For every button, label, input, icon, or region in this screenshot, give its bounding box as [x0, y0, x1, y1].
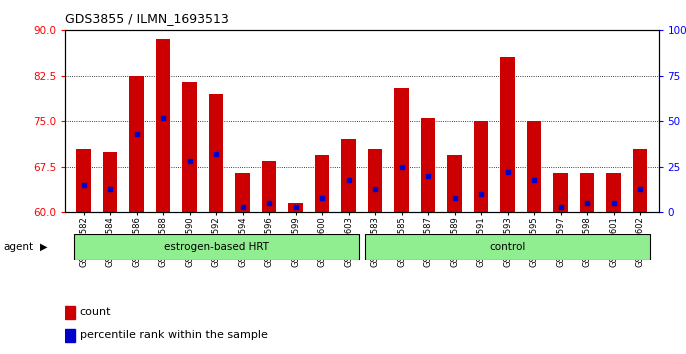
Text: percentile rank within the sample: percentile rank within the sample [80, 330, 268, 341]
Bar [365, 234, 650, 260]
Bar [156, 39, 170, 212]
Text: agent: agent [3, 242, 34, 252]
Bar [65, 329, 75, 342]
Bar [76, 149, 91, 212]
Bar [421, 118, 436, 212]
Bar [288, 203, 303, 212]
Bar [130, 76, 144, 212]
Text: GDS3855 / ILMN_1693513: GDS3855 / ILMN_1693513 [65, 12, 229, 25]
Bar [474, 121, 488, 212]
Text: control: control [489, 242, 525, 252]
Bar [315, 155, 329, 212]
Bar [368, 149, 382, 212]
Text: estrogen-based HRT: estrogen-based HRT [164, 242, 269, 252]
Bar [342, 139, 356, 212]
Bar [235, 173, 250, 212]
Bar [554, 173, 568, 212]
Bar [394, 88, 409, 212]
Bar [632, 149, 648, 212]
Bar [182, 82, 197, 212]
Bar [606, 173, 621, 212]
Bar [527, 121, 541, 212]
Bar [447, 155, 462, 212]
Bar [103, 152, 117, 212]
Bar [74, 234, 359, 260]
Text: count: count [80, 307, 111, 318]
Bar [500, 57, 515, 212]
Text: ▶: ▶ [40, 242, 47, 252]
Bar [580, 173, 594, 212]
Bar [209, 94, 224, 212]
Bar [65, 306, 75, 319]
Bar [262, 161, 276, 212]
